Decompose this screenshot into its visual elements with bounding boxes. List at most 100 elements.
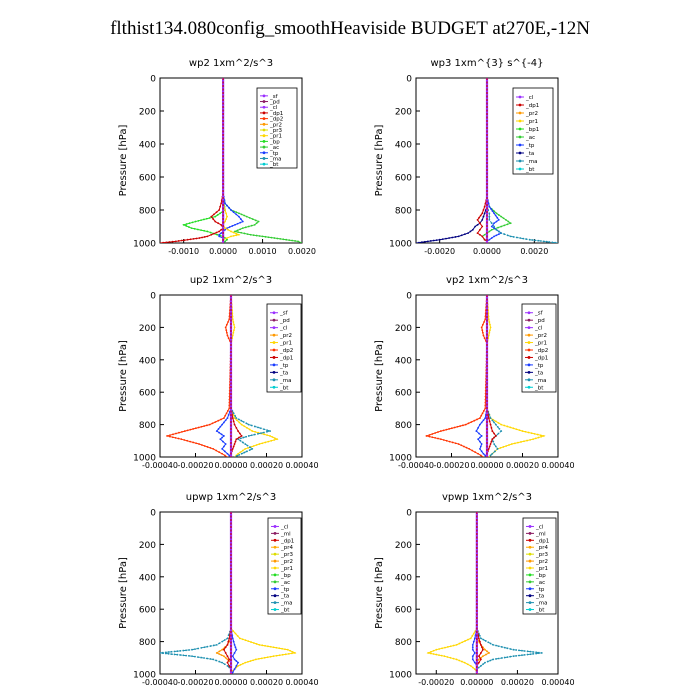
series-marker	[480, 326, 483, 329]
series-marker	[203, 445, 206, 447]
series-marker	[494, 450, 496, 453]
series-marker	[219, 438, 222, 441]
series-marker	[483, 238, 486, 241]
series-marker	[223, 435, 225, 437]
y-tick-label: 800	[139, 638, 156, 648]
series-marker	[233, 417, 236, 420]
series-marker	[496, 216, 499, 219]
series-marker	[282, 238, 285, 241]
y-axis-label: Pressure [hPa]	[374, 557, 385, 629]
series-marker	[197, 219, 200, 222]
series-marker	[233, 668, 236, 671]
series-marker	[438, 238, 441, 241]
series-marker	[246, 233, 249, 235]
series-marker	[256, 426, 259, 429]
legend-marker	[518, 143, 522, 147]
series-marker	[472, 640, 475, 643]
legend-entry: _dp2	[279, 348, 293, 354]
series-marker	[500, 232, 503, 235]
series-marker	[223, 655, 225, 658]
series-marker	[484, 648, 486, 651]
series-marker	[438, 654, 440, 656]
series-marker	[434, 432, 437, 434]
y-tick-label: 1000	[133, 671, 156, 681]
y-tick-label: 400	[395, 356, 412, 366]
legend-marker	[272, 385, 276, 389]
series-marker	[251, 218, 254, 220]
series-marker	[517, 441, 519, 444]
series-marker	[488, 205, 491, 208]
series-marker	[286, 648, 289, 651]
series-marker	[224, 656, 227, 659]
series-marker	[227, 228, 229, 231]
series-marker	[285, 238, 288, 241]
series-marker	[497, 233, 500, 236]
series-marker	[228, 404, 231, 407]
legend-marker	[518, 95, 522, 99]
series-marker	[482, 215, 485, 218]
series-marker	[244, 226, 247, 229]
series-marker	[539, 434, 542, 437]
series-marker	[192, 441, 195, 444]
series-marker	[232, 211, 235, 214]
legend-marker	[518, 103, 522, 107]
series-marker	[493, 421, 495, 424]
series-marker	[512, 236, 515, 238]
series-marker	[223, 421, 225, 424]
series-marker	[194, 427, 197, 430]
series-marker	[221, 661, 224, 664]
series-marker	[244, 448, 247, 450]
series-marker	[482, 334, 485, 337]
series-marker	[440, 654, 443, 657]
y-tick-label: 800	[395, 207, 412, 217]
series-marker	[264, 235, 267, 238]
legend-marker	[527, 311, 531, 315]
series-marker	[477, 655, 480, 658]
legend-entry: _tp	[269, 151, 279, 157]
series-marker	[256, 432, 259, 435]
series-marker	[500, 430, 503, 432]
series-marker	[183, 430, 186, 432]
series-marker	[191, 648, 193, 651]
plot-area	[160, 78, 302, 243]
legend-marker	[272, 311, 276, 315]
series-marker	[540, 435, 543, 438]
series-marker	[266, 656, 269, 659]
series-marker	[439, 438, 442, 441]
legend-marker	[273, 531, 277, 535]
legend-marker	[527, 356, 531, 359]
series-marker	[457, 443, 460, 445]
series-marker	[490, 208, 492, 210]
series-marker	[534, 239, 537, 242]
series-marker	[246, 450, 248, 453]
series-marker	[518, 649, 520, 652]
series-marker	[510, 443, 513, 445]
legend-entry: _pr2	[269, 122, 282, 128]
series-marker	[445, 237, 447, 240]
series-marker	[244, 639, 247, 642]
legend-marker	[272, 356, 276, 359]
legend-entry: _dp1	[269, 111, 283, 117]
legend-marker	[273, 601, 277, 605]
plot-area	[426, 512, 543, 674]
series-marker	[535, 652, 537, 655]
series-marker	[237, 418, 240, 421]
series-marker	[224, 202, 226, 205]
series-marker	[188, 654, 190, 657]
legend-entry: _ta	[525, 151, 534, 157]
series-marker	[180, 430, 183, 433]
series-marker	[249, 660, 252, 662]
legend-marker	[262, 94, 266, 98]
series-marker	[503, 424, 506, 427]
series-marker	[497, 432, 500, 435]
series-marker	[481, 225, 484, 228]
series-marker	[275, 654, 278, 657]
series-marker	[246, 426, 248, 429]
series-marker	[551, 241, 554, 243]
legend-entry: _dp2	[269, 117, 283, 123]
series-marker	[175, 432, 177, 435]
series-marker	[225, 323, 228, 326]
series-marker	[443, 655, 446, 658]
legend-marker	[528, 552, 532, 556]
series-marker	[482, 648, 484, 651]
